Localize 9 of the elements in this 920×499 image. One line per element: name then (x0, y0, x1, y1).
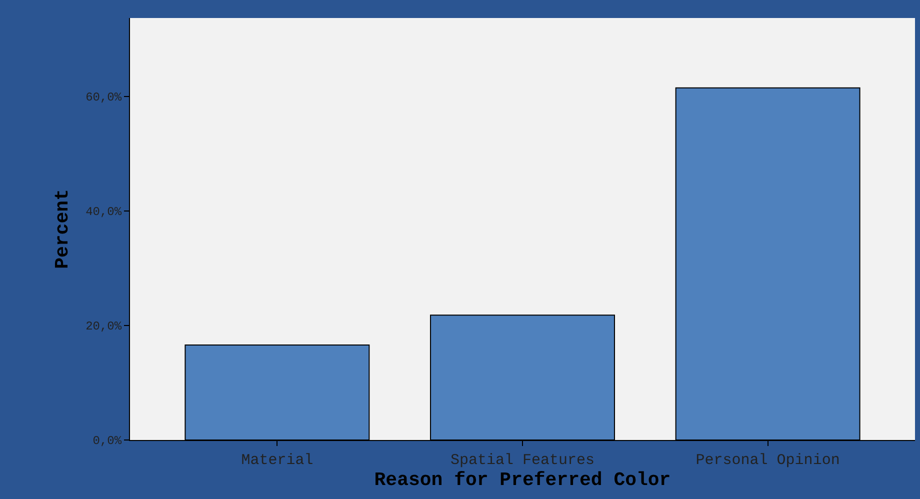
x-axis-title: Reason for Preferred Color (374, 469, 671, 491)
x-tick-label: Personal Opinion (696, 452, 840, 469)
y-tick-label: 40,0% (86, 205, 122, 220)
y-tick-label: 60,0% (86, 90, 122, 105)
y-tick-label: 20,0% (86, 320, 122, 334)
x-tick-label: Material (241, 452, 314, 469)
x-tick-label: Spatial Features (450, 452, 595, 469)
y-axis-title: Percent (51, 189, 74, 269)
y-tick-label: 0,0% (92, 434, 122, 448)
